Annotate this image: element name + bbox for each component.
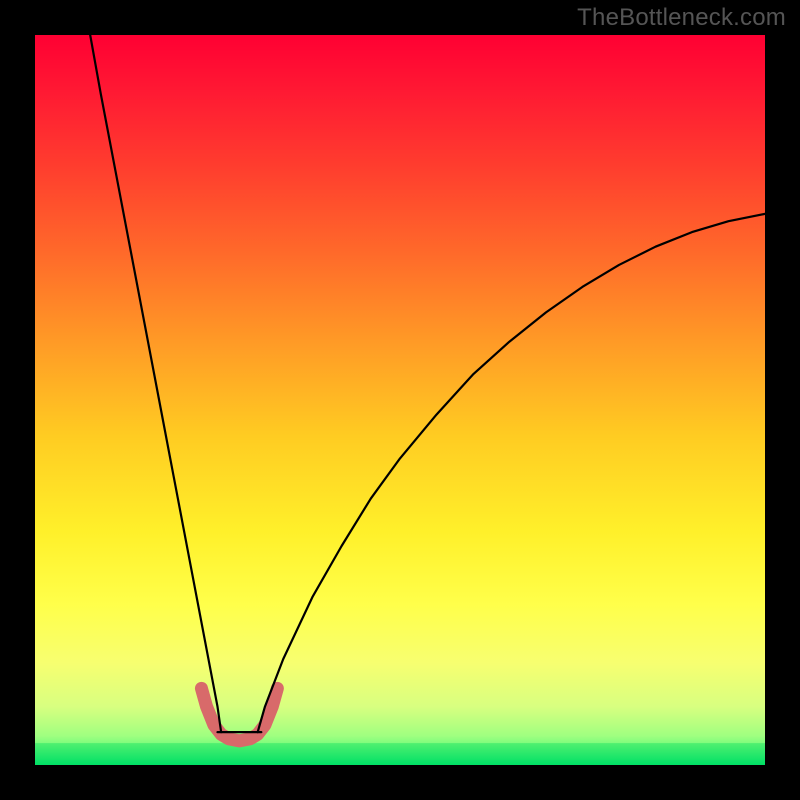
watermark-text: TheBottleneck.com xyxy=(577,4,786,32)
plot-background xyxy=(35,35,765,765)
bottleneck-curve-chart xyxy=(0,0,800,800)
green-floor-band xyxy=(35,743,765,765)
chart-frame: TheBottleneck.com xyxy=(0,0,800,800)
